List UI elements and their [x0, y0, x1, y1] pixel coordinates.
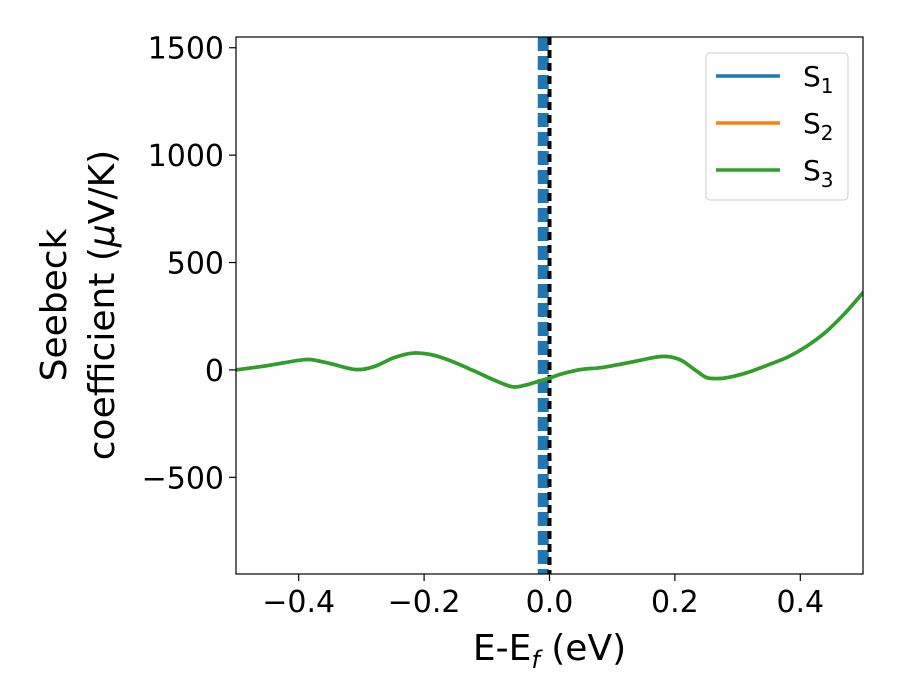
x-axis-title: E-Ef (eV): [473, 628, 626, 674]
series-line-s3: [236, 290, 863, 389]
y-tick-label: 1000: [148, 139, 224, 174]
legend: S1 S2 S3: [705, 52, 849, 201]
legend-box: [705, 52, 849, 201]
y-tick-label: 500: [167, 247, 224, 282]
y-axis-title-line1: Seebeck: [34, 228, 75, 381]
legend-label-s2: S2: [803, 107, 834, 145]
legend-label-s1: S1: [803, 60, 834, 98]
x-tick-label: −0.4: [262, 585, 335, 620]
x-tick-label: 0.0: [526, 585, 574, 620]
y-axis-title-line2: coefficient (μV/K): [82, 150, 123, 460]
x-tick-label: 0.2: [651, 585, 699, 620]
x-axis-ticks: −0.4 −0.2 0.0 0.2 0.4: [262, 574, 824, 620]
y-axis-title-prefix: coefficient (: [82, 247, 123, 460]
series-lines: [236, 290, 863, 389]
x-tick-label: −0.2: [388, 585, 461, 620]
y-tick-label: 1500: [148, 32, 224, 67]
y-axis-ticks: −500 0 500 1000 1500: [142, 32, 236, 496]
x-axis-title-unit: (eV): [540, 628, 626, 669]
y-axis-title-unit: V/K): [82, 150, 123, 224]
y-tick-label: 0: [205, 354, 224, 389]
x-axis-title-main: E-E: [473, 628, 531, 669]
fermi-level-markers: [537, 37, 552, 574]
y-tick-label: −500: [142, 461, 224, 496]
legend-label-s3: S3: [803, 154, 834, 192]
x-tick-label: 0.4: [776, 585, 824, 620]
y-axis-title-mu: μ: [82, 224, 123, 248]
